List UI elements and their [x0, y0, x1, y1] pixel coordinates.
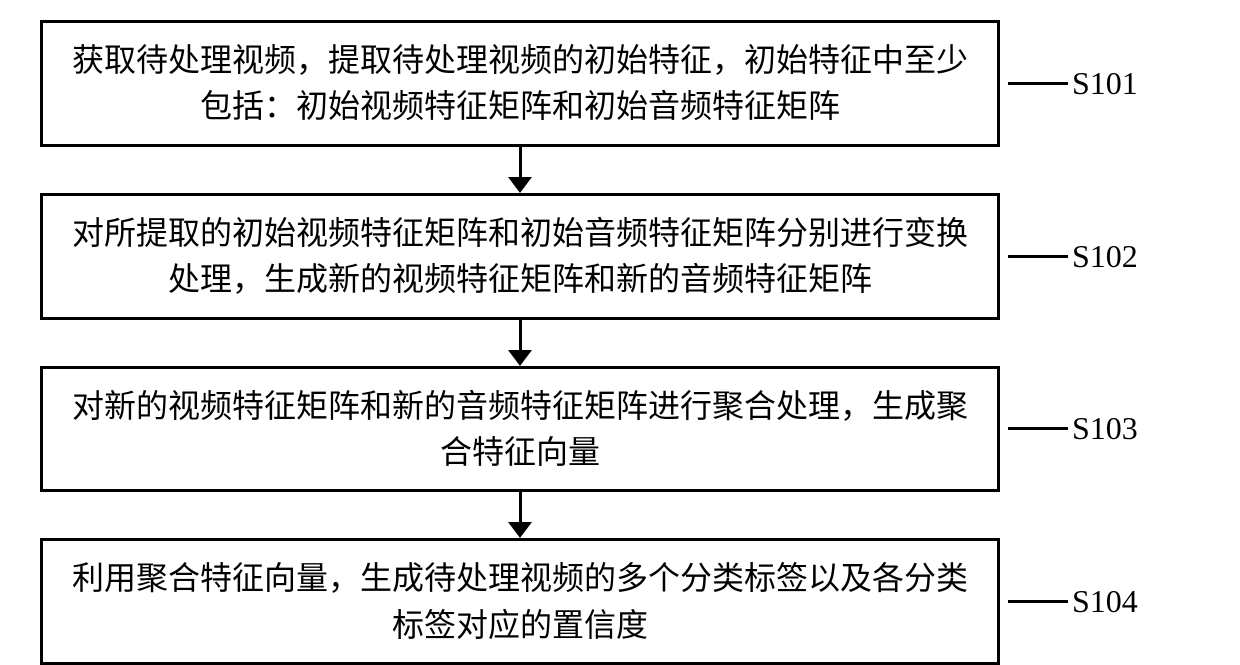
step-label-connector: S102 [1008, 238, 1138, 275]
step-text: 对新的视频特征矩阵和新的音频特征矩阵进行聚合处理，生成聚合特征向量 [67, 383, 973, 476]
arrow-down-icon [508, 492, 532, 538]
flow-step: 获取待处理视频，提取待处理视频的初始特征，初始特征中至少包括：初始视频特征矩阵和… [40, 20, 1200, 147]
step-label: S103 [1072, 410, 1138, 447]
step-box-s104: 利用聚合特征向量，生成待处理视频的多个分类标签以及各分类标签对应的置信度 [40, 538, 1000, 665]
step-label: S101 [1072, 65, 1138, 102]
flow-step: 利用聚合特征向量，生成待处理视频的多个分类标签以及各分类标签对应的置信度 S10… [40, 538, 1200, 665]
flowchart-container: 获取待处理视频，提取待处理视频的初始特征，初始特征中至少包括：初始视频特征矩阵和… [40, 20, 1200, 665]
step-label-connector: S103 [1008, 410, 1138, 447]
connector-line [1008, 255, 1068, 258]
flow-step: 对新的视频特征矩阵和新的音频特征矩阵进行聚合处理，生成聚合特征向量 S103 [40, 366, 1200, 493]
step-box-s103: 对新的视频特征矩阵和新的音频特征矩阵进行聚合处理，生成聚合特征向量 [40, 366, 1000, 493]
step-label-connector: S104 [1008, 583, 1138, 620]
step-label: S102 [1072, 238, 1138, 275]
arrow-down-icon [508, 320, 532, 366]
step-box-s102: 对所提取的初始视频特征矩阵和初始音频特征矩阵分别进行变换处理，生成新的视频特征矩… [40, 193, 1000, 320]
arrow-down-icon [508, 147, 532, 193]
connector-line [1008, 82, 1068, 85]
step-label: S104 [1072, 583, 1138, 620]
step-text: 对所提取的初始视频特征矩阵和初始音频特征矩阵分别进行变换处理，生成新的视频特征矩… [67, 210, 973, 303]
step-text: 利用聚合特征向量，生成待处理视频的多个分类标签以及各分类标签对应的置信度 [67, 555, 973, 648]
flow-step: 对所提取的初始视频特征矩阵和初始音频特征矩阵分别进行变换处理，生成新的视频特征矩… [40, 193, 1200, 320]
connector-line [1008, 427, 1068, 430]
connector-line [1008, 600, 1068, 603]
step-box-s101: 获取待处理视频，提取待处理视频的初始特征，初始特征中至少包括：初始视频特征矩阵和… [40, 20, 1000, 147]
step-label-connector: S101 [1008, 65, 1138, 102]
step-text: 获取待处理视频，提取待处理视频的初始特征，初始特征中至少包括：初始视频特征矩阵和… [67, 37, 973, 130]
